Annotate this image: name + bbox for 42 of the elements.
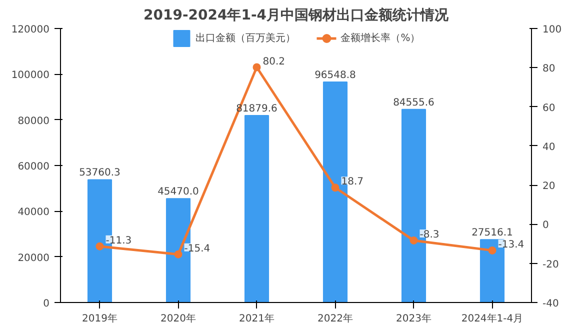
data-label: 96548.8	[314, 70, 356, 82]
data-label: 18.7	[341, 176, 364, 188]
data-label: 80.2	[262, 56, 286, 68]
y2-tick-label: 80	[542, 64, 556, 75]
point	[410, 236, 418, 244]
y-tick-label: 60000	[18, 162, 50, 172]
data-label: -13.4	[498, 239, 524, 250]
legend-label: 金额增长率（%）	[340, 32, 420, 45]
y-tick-label: 100000	[11, 70, 50, 82]
data-label: 84555.6	[393, 97, 434, 108]
data-label: 27516.1	[472, 228, 513, 239]
point	[96, 242, 104, 250]
y2-tick-label: 20	[542, 181, 556, 192]
data-label: -11.3	[106, 235, 132, 246]
y-tick-label: 0	[43, 298, 50, 310]
y2-tick-label: -40	[542, 298, 559, 310]
data-label: -15.4	[184, 243, 210, 254]
y2-tick-label: 60	[542, 102, 556, 114]
data-label: -8.3	[420, 229, 440, 240]
x-tick-label: 2020年	[160, 312, 196, 324]
y2-tick-label: 100	[542, 24, 562, 36]
point	[252, 63, 261, 72]
bar	[244, 115, 270, 302]
x-tick-label: 2019年	[82, 312, 118, 324]
chart-title: 2019-2024年1-4月中国钢材出口金额统计情况	[143, 6, 450, 24]
y-tick-label: 40000	[18, 207, 50, 218]
point	[488, 246, 496, 254]
y-tick-label: 120000	[11, 24, 50, 36]
x-tick-label: 2021年	[239, 312, 274, 324]
x-tick-label: 2024年1-4月	[461, 312, 524, 324]
point	[331, 184, 340, 192]
data-label: 45470.0	[158, 186, 199, 198]
data-label: 53760.3	[79, 168, 120, 179]
legend-label: 出口金额（百万美元）	[196, 32, 296, 45]
y2-tick-label: 40	[542, 142, 556, 153]
x-tick-label: 2022年	[318, 312, 353, 324]
y2-tick-label: -20	[542, 259, 559, 270]
y-tick-label: 80000	[18, 116, 50, 127]
y-tick-label: 20000	[18, 252, 50, 264]
y2-tick-label: 0	[542, 220, 549, 232]
point	[174, 250, 182, 258]
x-tick-label: 2023年	[396, 312, 432, 324]
